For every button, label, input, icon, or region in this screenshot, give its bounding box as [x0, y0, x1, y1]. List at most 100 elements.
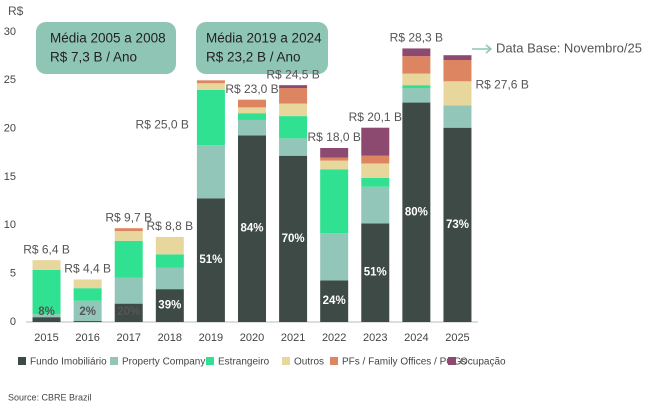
- annotation-box: [196, 22, 328, 74]
- bar-segment: [320, 280, 349, 322]
- bar-segment: [361, 223, 390, 322]
- legend-label: Ocupação: [460, 357, 506, 368]
- legend-label: Estrangeiro: [218, 357, 270, 368]
- bar-segment: [196, 83, 225, 90]
- share-label: 24%: [323, 295, 346, 307]
- legend-label: Outros: [294, 357, 324, 368]
- bar-segment: [238, 119, 266, 136]
- legend-swatch: [18, 357, 26, 365]
- y-tick-label: 20: [4, 123, 16, 135]
- x-tick-label: 2022: [322, 332, 346, 344]
- bar-segment: [155, 254, 184, 268]
- bar-segment: [279, 116, 308, 139]
- legend-label: Property Company: [122, 357, 205, 368]
- legend-swatch: [282, 357, 290, 365]
- bar-segment: [114, 231, 143, 241]
- bar-segment: [402, 85, 431, 89]
- bar-segment: [279, 88, 308, 104]
- data-base-note: Data Base: Novembro/25: [496, 40, 642, 55]
- bar-segment: [73, 288, 102, 301]
- bar-segment: [114, 228, 143, 232]
- bar-segment: [361, 186, 390, 224]
- bar-segment: [443, 55, 472, 61]
- x-tick-label: 2015: [34, 332, 58, 344]
- bar-segment: [361, 177, 390, 187]
- share-label: 39%: [158, 300, 181, 312]
- bar-segment: [320, 169, 349, 234]
- y-tick-label: 30: [4, 26, 16, 38]
- share-label: 8%: [38, 306, 55, 318]
- share-label: 70%: [282, 233, 305, 245]
- total-label: R$ 24,5 B: [266, 67, 319, 81]
- bar-segment: [279, 103, 308, 117]
- total-label: R$ 28,3 B: [390, 31, 443, 45]
- y-unit-label: R$: [8, 4, 24, 18]
- bar-segment: [279, 155, 308, 322]
- bar-segment: [238, 99, 266, 108]
- bar-segment: [196, 80, 225, 84]
- share-label: 51%: [364, 267, 387, 279]
- bar-segment: [196, 198, 225, 322]
- bar-segment: [155, 236, 184, 255]
- total-label: R$ 20,1 B: [349, 110, 402, 124]
- bar-segment: [238, 135, 266, 322]
- share-label: 51%: [199, 254, 222, 266]
- bar-segment: [443, 127, 472, 322]
- total-label: R$ 6,4 B: [23, 242, 70, 256]
- bar-segment: [73, 321, 102, 322]
- bar-segment: [73, 279, 102, 289]
- bar-segment: [402, 102, 431, 322]
- y-tick-label: 0: [10, 316, 16, 328]
- bar-segment: [402, 73, 431, 86]
- bar-segment: [402, 56, 431, 74]
- share-label: 80%: [405, 206, 428, 218]
- bar-segment: [443, 105, 472, 128]
- y-tick-label: 25: [4, 74, 16, 86]
- x-tick-label: 2016: [75, 332, 99, 344]
- bar-segment: [402, 48, 431, 57]
- bar-segment: [32, 314, 61, 318]
- x-tick-label: 2024: [404, 332, 428, 344]
- total-label: R$ 25,0 B: [136, 118, 189, 132]
- share-label: 2%: [79, 306, 96, 318]
- legend-label: PFs / Family Offices / PCGs: [342, 357, 466, 368]
- bar-segment: [114, 240, 143, 278]
- total-label: R$ 4,4 B: [64, 262, 111, 276]
- y-tick-label: 15: [4, 171, 16, 183]
- bar-segment: [114, 303, 143, 322]
- annotation-text: Média 2005 a 2008: [50, 31, 166, 46]
- legend-swatch: [206, 357, 214, 365]
- annotation-box: [36, 22, 176, 74]
- legend-swatch: [330, 357, 338, 365]
- y-tick-label: 5: [10, 268, 16, 280]
- bar-segment: [73, 300, 102, 322]
- bar-segment: [361, 155, 390, 164]
- bar-segment: [402, 88, 431, 103]
- x-tick-label: 2018: [158, 332, 182, 344]
- x-tick-label: 2017: [116, 332, 140, 344]
- annotation-text: R$ 7,3 B / Ano: [50, 50, 137, 65]
- x-tick-label: 2019: [199, 332, 223, 344]
- bar-segment: [361, 127, 390, 156]
- legend-label: Fundo Imobiliário: [30, 357, 107, 368]
- bar-segment: [443, 60, 472, 82]
- total-label: R$ 27,6 B: [475, 77, 528, 91]
- legend-swatch: [110, 357, 118, 365]
- x-tick-label: 2020: [240, 332, 264, 344]
- total-label: R$ 23,0 B: [225, 82, 278, 96]
- bar-segment: [320, 157, 349, 161]
- source: Source: CBRE Brazil: [8, 392, 92, 402]
- total-label: R$ 9,7 B: [105, 210, 152, 224]
- legend-swatch: [448, 357, 456, 365]
- bar-segment: [155, 267, 184, 290]
- x-tick-label: 2025: [445, 332, 469, 344]
- bar-segment: [320, 160, 349, 170]
- bar-segment: [155, 289, 184, 322]
- total-label: R$ 8,8 B: [146, 219, 193, 233]
- x-tick-label: 2021: [281, 332, 305, 344]
- share-label: 20%: [117, 306, 140, 318]
- bar-segment: [114, 277, 143, 304]
- bar-segment: [196, 90, 225, 146]
- bar-segment: [32, 269, 61, 315]
